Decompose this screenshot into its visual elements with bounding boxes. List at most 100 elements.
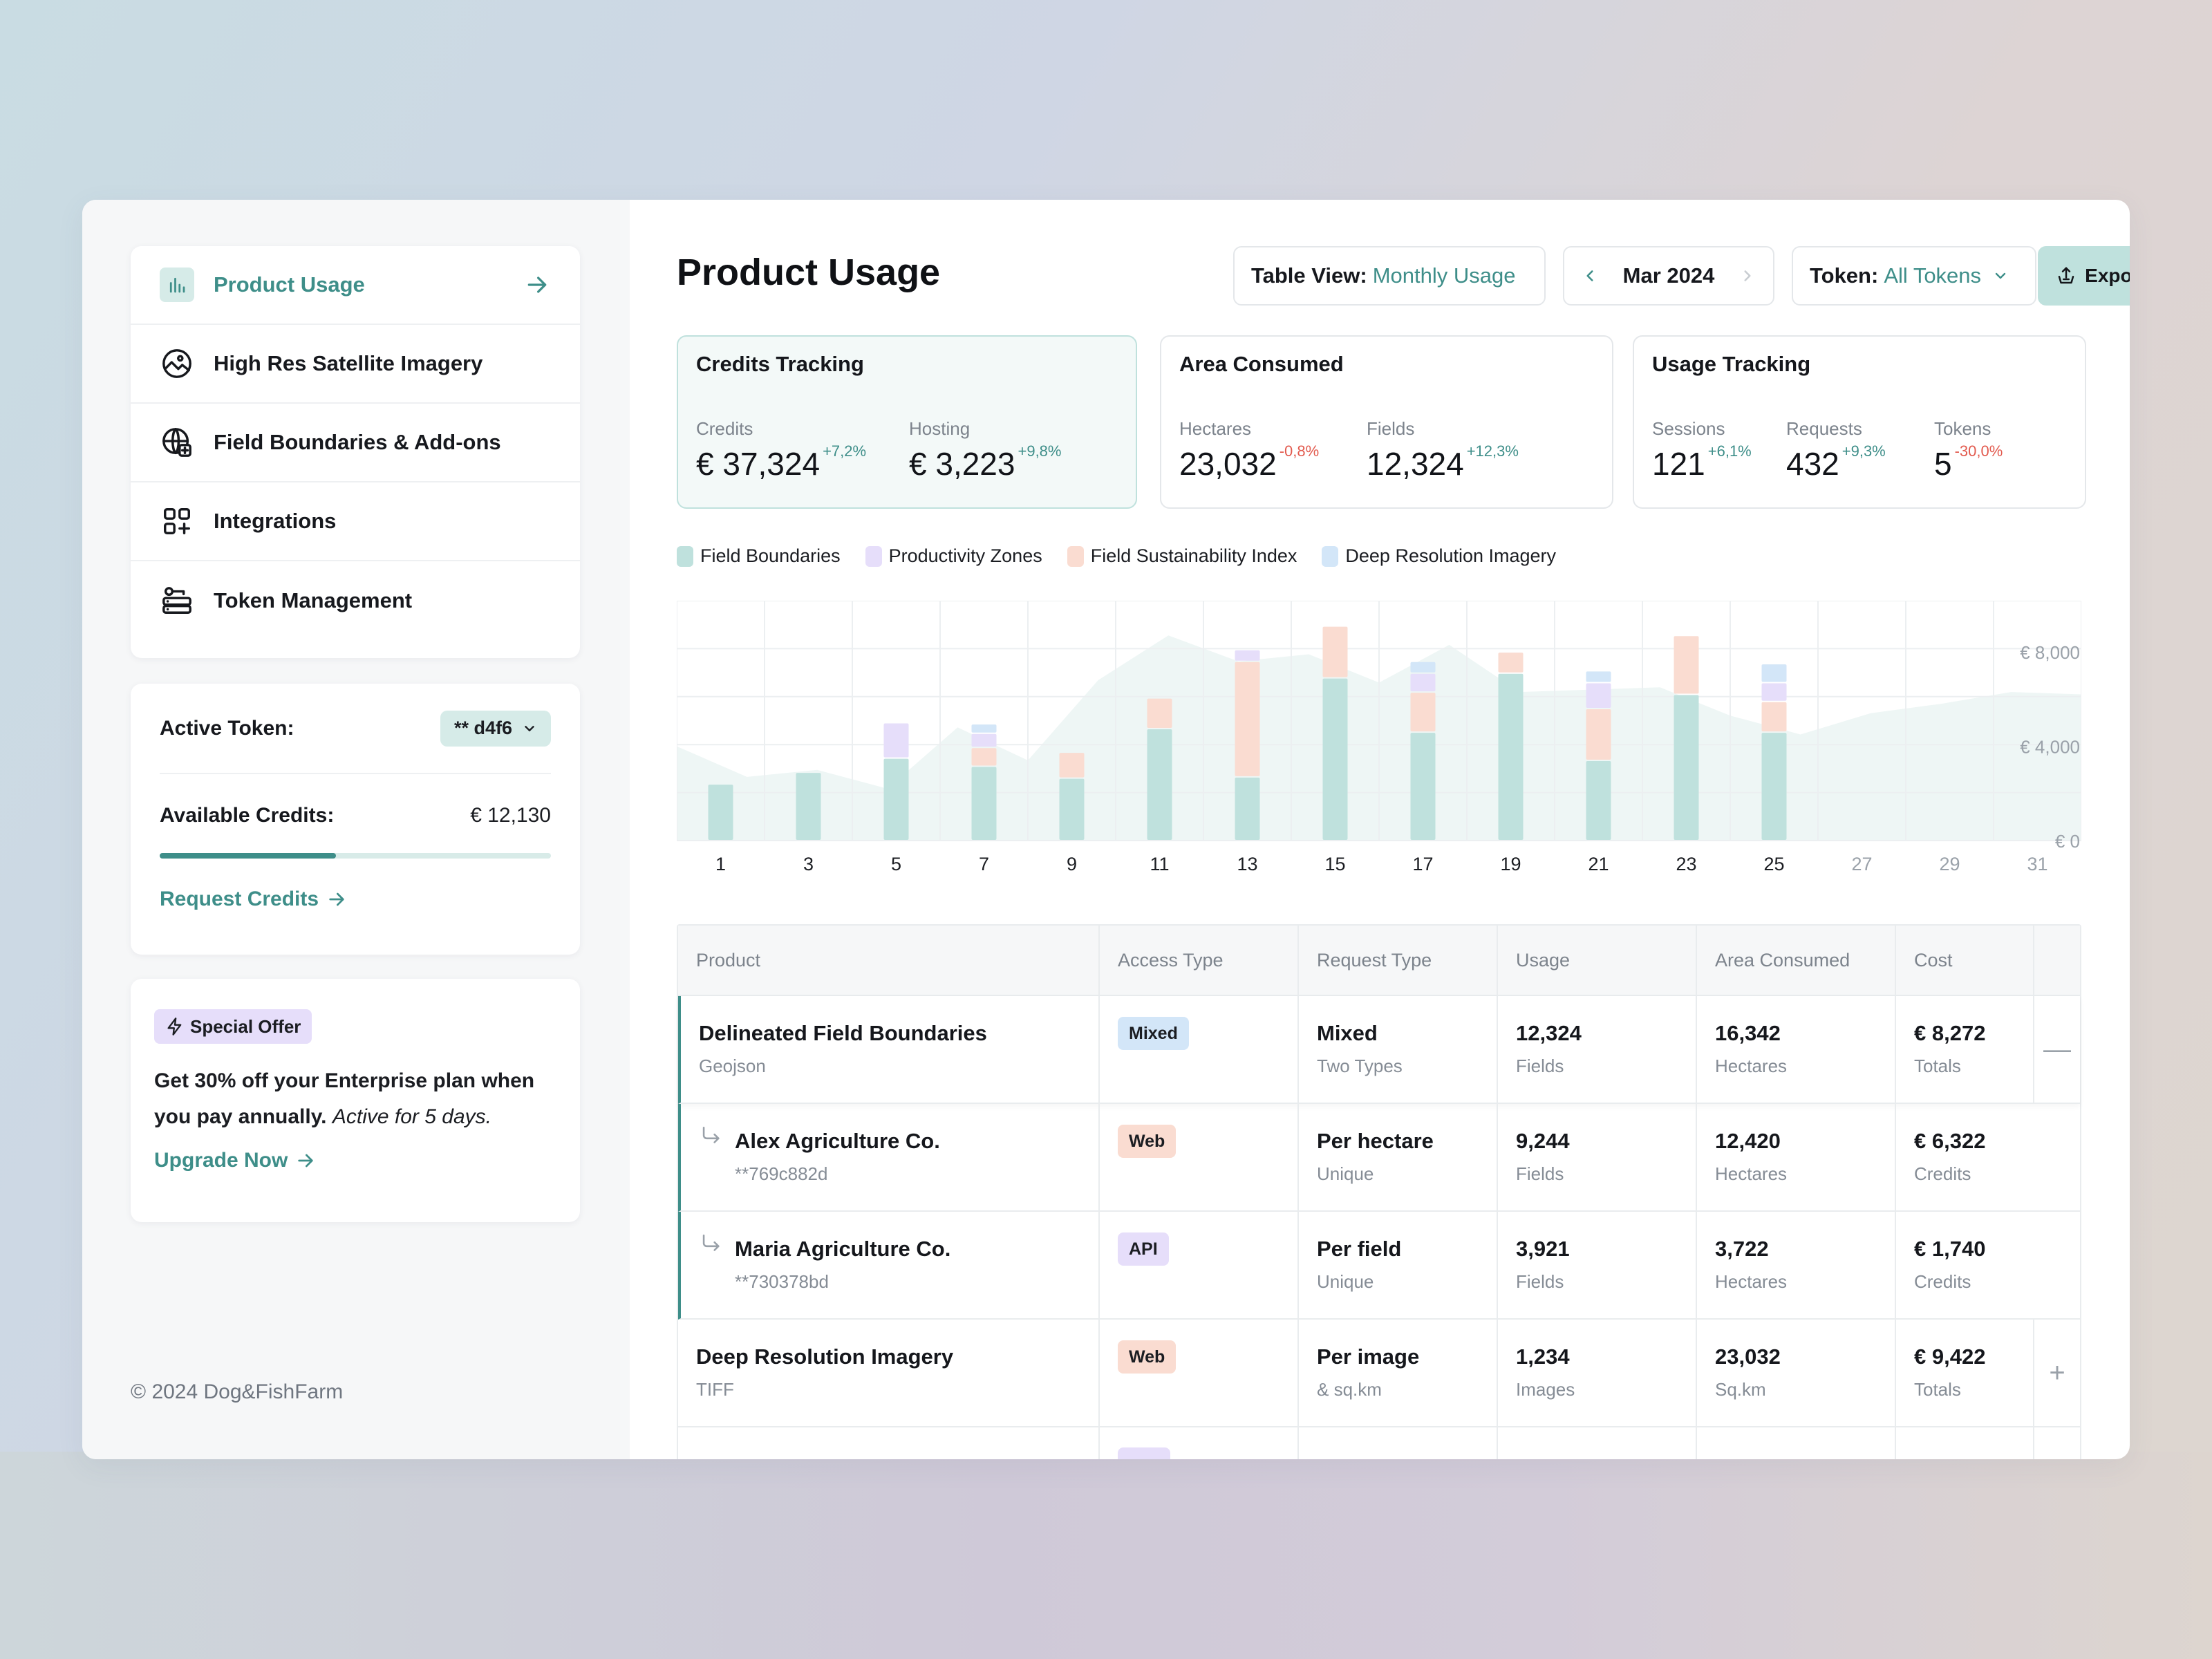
area-unit: Hectares [1715,1056,1788,1076]
token-select[interactable]: ** d4f6 [440,710,551,747]
lightning-icon [167,1018,182,1035]
sidebar-item-product-usage[interactable]: Product Usage [131,246,580,325]
legend-label: Productivity Zones [888,545,1042,566]
table-cell [1896,1427,2034,1459]
offer-text: Get 30% off your Enterprise plan when yo… [154,1063,556,1135]
legend-item-productivity-zones[interactable]: Productivity Zones [865,545,1042,567]
table-row[interactable]: Delineated Field Boundaries Geojson Mixed… [678,996,2080,1104]
chart-x-tick-label: 23 [1676,854,1696,874]
chart-bar-productivity-zones [1761,683,1787,701]
chart-bar-field-boundaries [1322,678,1348,840]
legend-item-field-sustainability-index[interactable]: Field Sustainability Index [1067,545,1297,567]
table-cell [678,1427,1100,1459]
metric-label: Tokens [1934,418,1991,439]
chart-bar-field-sustainability-index [1235,662,1260,776]
cost-value: € 9,422 [1914,1344,1986,1369]
token-filter-value: All Tokens [1884,263,1982,288]
sub-item-arrow-icon [702,1126,720,1143]
legend-label: Field Sustainability Index [1090,545,1297,566]
access-type-badge: Web [1118,1125,1177,1158]
row-spacer [2034,1104,2080,1210]
request-type: Per hectare [1317,1129,1434,1153]
export-button[interactable]: Export [2038,246,2130,306]
chart-bar-field-boundaries [1586,761,1611,840]
customer-name: Alex Agriculture Co. [735,1129,940,1153]
column-header[interactable]: Product [678,926,1100,995]
token-filter-select[interactable]: Token: All Tokens [1792,246,2036,306]
chevron-right-icon[interactable] [1738,267,1756,285]
chart-bar-productivity-zones [971,733,997,747]
request-credits-link[interactable]: Request Credits [160,888,348,911]
arrow-right-icon [329,892,344,906]
bar-chart-icon [160,268,194,302]
chart-x-tick-label: 15 [1324,854,1345,874]
export-icon [2058,267,2074,284]
table-row[interactable]: Alex Agriculture Co. **769c882d Web Per h… [678,1104,2080,1212]
legend-item-field-boundaries[interactable]: Field Boundaries [677,545,841,567]
area-value: 3,722 [1715,1237,1769,1261]
metric-label: Credits [696,418,753,439]
chart-bar-field-sustainability-index [1498,653,1524,673]
column-header[interactable]: Cost [1896,926,2034,995]
main-content: Product Usage Table View: Monthly Usage … [630,200,2130,1459]
chart-x-tick-label: 29 [1939,854,1960,874]
sidebar-item-token-management[interactable]: Token Management [131,561,580,640]
column-header[interactable]: Area Consumed [1697,926,1896,995]
chart-x-tick-label: 1 [715,854,726,874]
metric-value: 23,032 [1179,446,1277,482]
chart-bar-deep-resolution-imagery [1761,664,1787,682]
usage-tracking-card: Usage Tracking Sessions 121 +6,1% Request… [1633,335,2086,509]
expand-button[interactable]: + [2049,1357,2065,1388]
usage-chart-svg: 1 3 5 7 9 11 13 15 17 19 21 23 25 27 29 31€ 8,000€ 4,00… [676,600,2082,874]
chart-x-tick-label: 17 [1412,854,1433,874]
sidebar-item-field-boundaries[interactable]: Field Boundaries & Add-ons [131,404,580,482]
available-credits-label: Available Credits: [160,804,335,827]
usage-unit: Fields [1516,1163,1564,1184]
collapse-button[interactable]: — [2043,1033,2071,1065]
chart-bar-deep-resolution-imagery [971,724,997,733]
chart-bar-field-boundaries [1498,673,1524,840]
legend-item-deep-resolution-imagery[interactable]: Deep Resolution Imagery [1322,545,1556,567]
chart-x-tick-label: 27 [1851,854,1872,874]
request-type: Per image [1317,1344,1420,1369]
metric-hosting: Hosting € 3,223 +9,8% [909,418,1061,482]
chart-bar-field-sustainability-index [1586,709,1611,760]
chart-x-tick-label: 7 [979,854,989,874]
legend-label: Deep Resolution Imagery [1345,545,1557,566]
chart-bar-field-sustainability-index [1410,693,1436,732]
grid-plus-icon [160,504,194,538]
column-header[interactable]: Usage [1498,926,1697,995]
sidebar-item-integrations[interactable]: Integrations [131,482,580,561]
legend-label: Field Boundaries [700,545,841,566]
upgrade-now-link[interactable]: Upgrade Now [154,1149,317,1172]
chart-x-tick-label: 9 [1067,854,1077,874]
table-cell [1100,1427,1299,1459]
column-header[interactable]: Access Type [1100,926,1299,995]
sidebar-item-high-res-satellite-imagery[interactable]: High Res Satellite Imagery [131,325,580,404]
legend-swatch [1322,545,1339,567]
chevron-left-icon[interactable] [1581,267,1599,285]
chart-bar-field-boundaries [1410,733,1436,840]
legend-swatch [865,545,882,567]
chart-bar-field-boundaries [796,773,821,840]
chart-bar-productivity-zones [1586,683,1611,708]
table-row[interactable]: Maria Agriculture Co. **730378bd API Per … [678,1212,2080,1320]
cost-unit: Totals [1914,1056,1961,1076]
available-credits-value: € 12,130 [470,804,551,827]
cost-unit: Credits [1914,1163,1971,1184]
metric-value: 12,324 [1367,446,1464,482]
cost-value: € 1,740 [1914,1237,1986,1261]
date-picker[interactable]: Mar 2024 [1563,246,1774,306]
table-view-select[interactable]: Table View: Monthly Usage [1233,246,1546,306]
request-type-sub: Two Types [1317,1056,1403,1076]
token-filter-label: Token: [1810,263,1879,288]
row-spacer [2034,1212,2080,1318]
request-type-sub: Unique [1317,1271,1374,1292]
column-header[interactable]: Request Type [1299,926,1498,995]
table-header: Product Access Type Request Type Usage A… [678,926,2080,996]
table-row[interactable]: Deep Resolution Imagery TIFF Web Per imag… [678,1320,2080,1427]
stat-title: Usage Tracking [1652,352,1811,376]
table-cell [1299,1427,1498,1459]
image-icon [160,346,194,381]
request-type: Per field [1317,1237,1402,1261]
